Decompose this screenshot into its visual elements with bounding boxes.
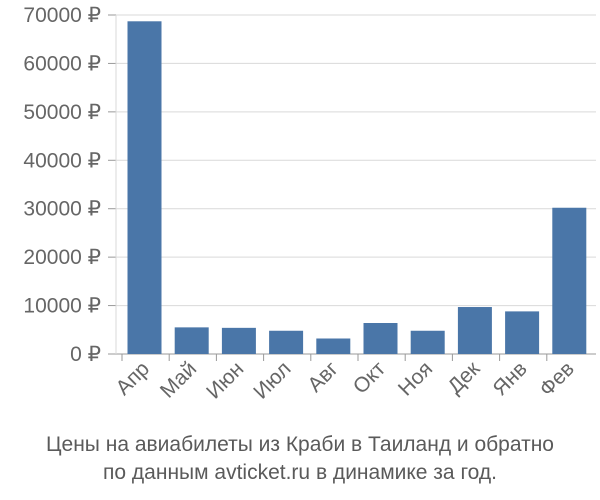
bar: [221, 327, 256, 354]
x-axis-tick-label: Дек: [443, 357, 485, 399]
x-axis-tick-label: Май: [156, 357, 201, 402]
x-axis-tick-label: Окт: [349, 357, 391, 399]
y-axis-tick-label: 10000 ₽: [23, 295, 101, 318]
bar: [505, 311, 540, 354]
y-axis-tick-labels: 0 ₽ 10000 ₽ 20000 ₽ 30000 ₽ 40000 ₽ 50000 ₽ 60…: [23, 4, 101, 366]
chart-caption-line-2: по данным avticket.ru в динамике за год.: [103, 461, 497, 484]
y-axis-tick-label: 20000 ₽: [23, 246, 101, 269]
bar: [410, 330, 445, 354]
chart-caption-line-1: Цены на авиабилеты из Краби в Таиланд и …: [46, 433, 554, 456]
bar: [316, 338, 351, 354]
x-axis-tick-label: Июл: [249, 357, 295, 403]
x-axis-tick-labels: Апр Май Июн Июл Авг Окт Ноя Дек Янв Фев: [112, 357, 579, 404]
bar: [174, 327, 209, 354]
y-axis-tick-label: 60000 ₽: [23, 52, 101, 75]
x-axis-tick-label: Фев: [535, 357, 579, 401]
bar: [552, 207, 587, 354]
x-axis-tick-label: Ноя: [394, 357, 437, 400]
x-axis-tick-label: Авг: [303, 357, 343, 397]
x-axis-tick-label: Июн: [202, 357, 248, 403]
gridlines: [108, 14, 596, 361]
bar: [127, 21, 162, 354]
bar: [363, 323, 398, 354]
y-axis-tick-label: 70000 ₽: [23, 4, 101, 27]
y-axis-tick-label: 50000 ₽: [23, 101, 101, 124]
y-axis-tick-label: 0 ₽: [70, 343, 101, 366]
y-axis-tick-label: 40000 ₽: [23, 149, 101, 172]
bar: [457, 307, 492, 354]
bar: [269, 330, 304, 354]
y-axis-tick-label: 30000 ₽: [23, 198, 101, 221]
bars: [127, 21, 587, 354]
x-axis-tick-label: Янв: [489, 357, 532, 400]
x-axis-tick-label: Апр: [112, 357, 154, 399]
